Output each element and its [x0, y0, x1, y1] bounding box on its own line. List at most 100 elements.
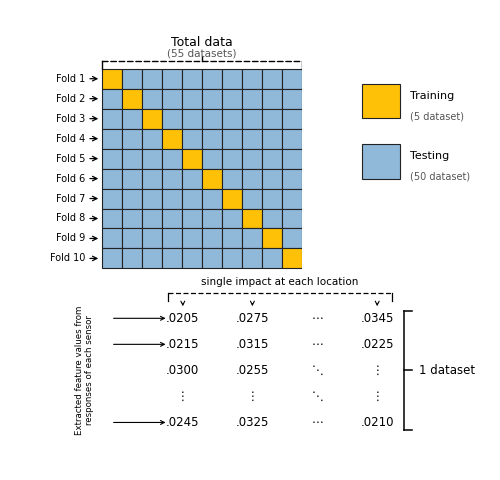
Text: (5 dataset): (5 dataset)	[410, 111, 464, 121]
Bar	[142, 208, 162, 228]
Bar	[262, 69, 282, 89]
Bar	[182, 89, 202, 108]
Bar	[102, 129, 122, 149]
Text: ⋯: ⋯	[312, 416, 323, 429]
Bar	[222, 108, 242, 129]
Bar	[142, 189, 162, 208]
Bar	[282, 249, 302, 268]
Bar	[222, 249, 242, 268]
Bar	[182, 129, 202, 149]
Bar	[242, 189, 262, 208]
Bar	[102, 249, 122, 268]
Text: Training: Training	[410, 91, 454, 101]
Bar	[242, 249, 262, 268]
Bar	[282, 108, 302, 129]
Bar	[282, 69, 302, 89]
Bar	[162, 129, 182, 149]
Bar	[182, 69, 202, 89]
Text: Total data: Total data	[171, 36, 233, 49]
Text: ⋮: ⋮	[246, 390, 258, 403]
Bar	[182, 108, 202, 129]
Bar	[102, 108, 122, 129]
Bar	[202, 249, 222, 268]
Bar	[162, 149, 182, 168]
Bar	[242, 129, 262, 149]
Bar	[142, 149, 162, 168]
Bar	[162, 228, 182, 249]
Text: ⋯: ⋯	[312, 312, 323, 325]
Text: .0275: .0275	[236, 312, 269, 325]
Text: Fold 7: Fold 7	[56, 193, 85, 204]
Text: single impact at each location: single impact at each location	[202, 277, 358, 287]
Text: Fold 10: Fold 10	[50, 253, 85, 264]
Bar	[102, 149, 122, 168]
Bar	[242, 208, 262, 228]
Bar	[222, 228, 242, 249]
Bar	[142, 89, 162, 108]
Bar	[142, 168, 162, 189]
Text: .0325: .0325	[236, 416, 269, 429]
Bar	[222, 129, 242, 149]
Text: .0215: .0215	[166, 338, 200, 351]
Bar	[282, 89, 302, 108]
Bar	[102, 189, 122, 208]
Bar	[182, 168, 202, 189]
Bar	[262, 208, 282, 228]
Bar	[162, 168, 182, 189]
Text: Fold 8: Fold 8	[56, 214, 85, 224]
Text: Fold 2: Fold 2	[56, 94, 85, 104]
Text: Extracted feature values from
responses of each sensor: Extracted feature values from responses …	[74, 306, 94, 435]
Bar	[142, 69, 162, 89]
Bar	[122, 89, 142, 108]
Text: .0210: .0210	[360, 416, 394, 429]
Bar	[242, 69, 262, 89]
Bar	[202, 149, 222, 168]
Bar	[282, 168, 302, 189]
Bar	[222, 149, 242, 168]
Bar	[122, 208, 142, 228]
Bar	[182, 228, 202, 249]
Text: Testing: Testing	[410, 151, 449, 161]
Bar	[262, 89, 282, 108]
Bar	[162, 208, 182, 228]
Bar	[122, 69, 142, 89]
Bar	[202, 89, 222, 108]
Bar	[202, 168, 222, 189]
Bar	[202, 129, 222, 149]
Text: (50 dataset): (50 dataset)	[410, 172, 470, 182]
Text: Fold 6: Fold 6	[56, 174, 85, 183]
Bar	[122, 168, 142, 189]
Text: Fold 3: Fold 3	[56, 114, 85, 124]
Bar	[162, 108, 182, 129]
Bar	[142, 228, 162, 249]
Bar	[142, 108, 162, 129]
Bar	[242, 168, 262, 189]
Text: .0315: .0315	[236, 338, 269, 351]
Text: .0255: .0255	[236, 364, 269, 377]
Text: ⋮: ⋮	[372, 390, 383, 403]
Bar	[262, 249, 282, 268]
Bar	[102, 69, 122, 89]
Bar	[162, 69, 182, 89]
Bar	[282, 189, 302, 208]
Bar	[162, 89, 182, 108]
Bar	[122, 129, 142, 149]
Bar	[262, 108, 282, 129]
Bar	[262, 189, 282, 208]
Bar	[122, 228, 142, 249]
Bar	[122, 189, 142, 208]
Bar	[242, 149, 262, 168]
Text: Fold 5: Fold 5	[56, 154, 85, 164]
Bar	[202, 228, 222, 249]
Text: .0225: .0225	[360, 338, 394, 351]
Bar	[262, 228, 282, 249]
Bar	[142, 129, 162, 149]
Bar	[182, 189, 202, 208]
Text: .0345: .0345	[360, 312, 394, 325]
Bar	[202, 208, 222, 228]
Bar	[122, 149, 142, 168]
Text: Fold 4: Fold 4	[56, 133, 85, 144]
Bar	[102, 228, 122, 249]
Bar	[122, 249, 142, 268]
Bar	[282, 208, 302, 228]
